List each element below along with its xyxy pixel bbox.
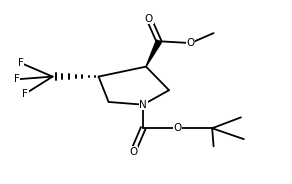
Polygon shape (146, 40, 161, 67)
Text: O: O (145, 14, 153, 24)
Text: F: F (22, 89, 28, 99)
Text: F: F (18, 58, 24, 68)
Text: O: O (187, 38, 195, 48)
Text: O: O (129, 147, 137, 157)
Text: N: N (139, 100, 147, 110)
Text: F: F (14, 74, 20, 84)
Text: O: O (173, 123, 182, 133)
